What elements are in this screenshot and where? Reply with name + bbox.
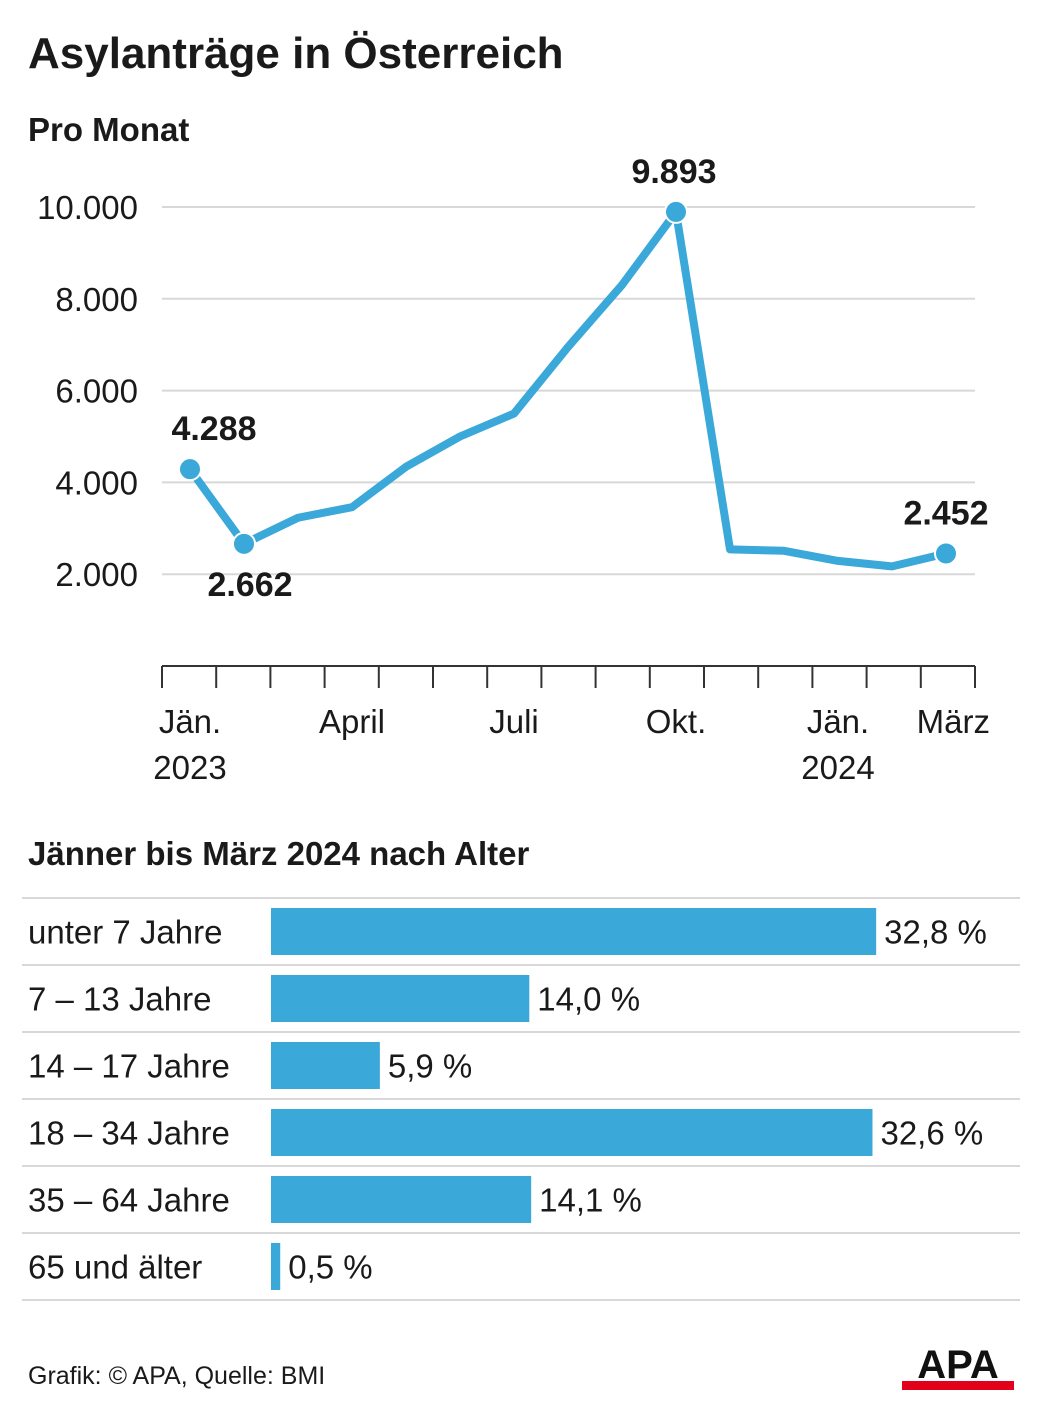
bar-category-label: 18 – 34 Jahre — [28, 1115, 230, 1152]
data-point-marker — [178, 457, 202, 482]
x-tick-label: Jän. — [159, 703, 221, 740]
y-tick-label: 4.000 — [55, 464, 138, 501]
data-label: 2.662 — [207, 566, 292, 604]
chart-title: Asylanträge in Österreich — [28, 29, 564, 78]
y-tick-label: 8.000 — [55, 281, 138, 318]
y-tick-label: 6.000 — [55, 373, 138, 410]
data-point-marker — [232, 531, 256, 556]
data-label: 4.288 — [171, 410, 256, 448]
bar-category-label: 7 – 13 Jahre — [28, 981, 211, 1018]
bar-category-label: 35 – 64 Jahre — [28, 1182, 230, 1219]
bar — [271, 1243, 281, 1290]
bar-chart-subtitle: Jänner bis März 2024 nach Alter — [28, 835, 529, 872]
y-tick-label: 10.000 — [37, 189, 138, 226]
bar-value-label: 32,6 % — [880, 1115, 983, 1152]
bar-value-label: 5,9 % — [388, 1048, 472, 1085]
bar — [271, 908, 877, 955]
apa-logo-bar — [902, 1381, 1014, 1390]
data-label: 2.452 — [903, 494, 988, 532]
chart-canvas: 2.000 4.000 6.000 8.000 10.000 Jän. 2023 April J… — [22, 153, 1020, 1301]
bar-category-label: unter 7 Jahre — [28, 914, 222, 951]
bar — [271, 1042, 380, 1089]
apa-logo: APA — [902, 1343, 1014, 1390]
bar-category-label: 14 – 17 Jahre — [28, 1048, 230, 1085]
bar — [271, 1176, 532, 1223]
y-tick-label: 2.000 — [55, 556, 138, 593]
x-tick-label-year: 2023 — [153, 749, 226, 786]
data-label: 9.893 — [631, 153, 716, 191]
series-line — [186, 207, 950, 571]
data-point-marker — [664, 199, 688, 224]
bar-value-label: 32,8 % — [884, 914, 987, 951]
bar — [271, 975, 530, 1022]
source-credit: Grafik: © APA, Quelle: BMI — [28, 1362, 326, 1390]
x-tick-label-year: 2024 — [801, 749, 874, 786]
bar-category-label: 65 und älter — [28, 1249, 202, 1286]
bar — [271, 1109, 873, 1156]
x-tick-label: Jän. — [807, 703, 869, 740]
apa-logo-text: APA — [917, 1343, 998, 1387]
x-tick-label: Okt. — [646, 703, 707, 740]
x-tick-label: März — [917, 703, 990, 740]
bar-value-label: 14,0 % — [537, 981, 640, 1018]
bar-value-label: 14,1 % — [539, 1182, 642, 1219]
bar-value-label: 0,5 % — [288, 1249, 372, 1286]
data-point-marker — [934, 541, 958, 566]
x-tick-label: Juli — [489, 703, 539, 740]
x-tick-label: April — [319, 703, 385, 740]
line-chart-subtitle: Pro Monat — [28, 111, 190, 148]
